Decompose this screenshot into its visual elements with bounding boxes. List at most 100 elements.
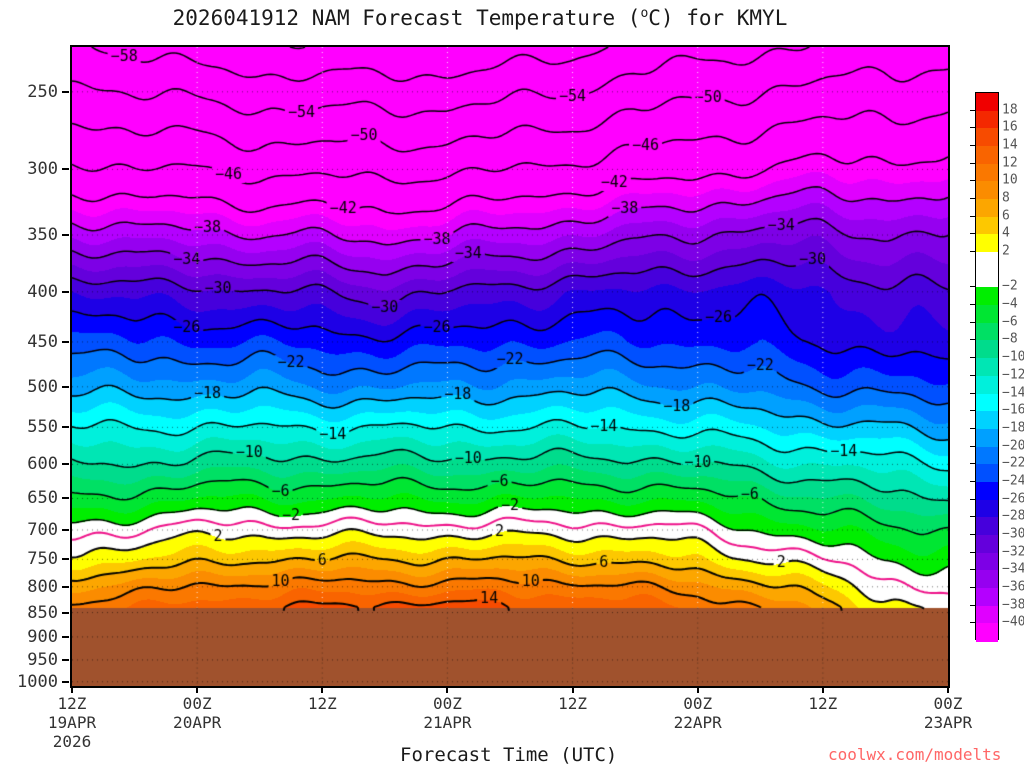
colorbar-segment-10	[976, 163, 998, 182]
title-suffix: C) for KMYL	[648, 6, 788, 30]
colorbar-segment--32	[976, 534, 998, 554]
colorbar-tickmark--34	[970, 569, 975, 571]
colorbar-tick--18: −18	[1002, 420, 1024, 436]
y-axis-tickmark-750	[62, 558, 69, 561]
colorbar-tick--38: −38	[1002, 597, 1024, 613]
colorbar-tickmark-8	[970, 198, 975, 200]
colorbar-tickmark--30	[970, 533, 975, 535]
watermark: coolwx.com/modelts	[828, 745, 1002, 764]
y-axis-tick-800: 800	[27, 576, 58, 597]
x-axis-tickmark-0	[71, 686, 73, 693]
colorbar-tick--8: −8	[1002, 331, 1018, 347]
colorbar-tick--36: −36	[1002, 579, 1024, 595]
colorbar-tick--24: −24	[1002, 473, 1024, 489]
y-axis-tickmark-550	[62, 426, 69, 429]
colorbar-tickmark--18	[970, 427, 975, 429]
colorbar-tickmark-6	[970, 215, 975, 217]
y-axis-tick-700: 700	[27, 519, 58, 540]
colorbar-tick--22: −22	[1002, 455, 1024, 471]
colorbar-tickmark-4	[970, 233, 975, 235]
colorbar-segment--40	[976, 605, 998, 624]
colorbar-segment-18	[976, 93, 998, 112]
colorbar-tick--34: −34	[1002, 561, 1024, 577]
y-axis-tick-250: 250	[27, 81, 58, 102]
colorbar-segment--4	[976, 287, 998, 306]
y-axis-tick-500: 500	[27, 376, 58, 397]
colorbar-segment--20	[976, 428, 998, 448]
colorbar-tick-10: 10	[1002, 172, 1018, 188]
colorbar-tickmark-14	[970, 145, 975, 147]
colorbar-tickmark-10	[970, 180, 975, 182]
colorbar-segment--22	[976, 446, 998, 465]
y-axis-tickmark-400	[62, 290, 69, 293]
x-axis-tick-7: 00Z 23APR	[923, 694, 973, 732]
colorbar-tickmark--32	[970, 551, 975, 553]
colorbar-segment--24	[976, 464, 998, 483]
colorbar-segment--42	[976, 623, 998, 642]
y-axis-tickmark-950	[62, 658, 69, 661]
y-axis-tick-650: 650	[27, 488, 58, 509]
y-axis-tickmark-700	[62, 528, 69, 531]
y-axis-tickmark-650	[62, 497, 69, 500]
y-axis-tickmark-1000	[62, 680, 69, 683]
contour-lines-canvas	[72, 47, 948, 686]
colorbar-tickmark--4	[970, 304, 975, 306]
page-title: 2026041912 NAM Forecast Temperature (oC)…	[0, 6, 960, 30]
colorbar-segment--36	[976, 570, 998, 589]
colorbar-segment--10	[976, 340, 998, 359]
colorbar-tick--6: −6	[1002, 314, 1018, 330]
colorbar-tick-12: 12	[1002, 155, 1018, 171]
colorbar-tickmark-18	[970, 109, 975, 111]
colorbar-tickmark--26	[970, 498, 975, 500]
y-axis-tickmark-800	[62, 585, 69, 588]
colorbar-segment-8	[976, 181, 998, 200]
colorbar-segment-0	[976, 252, 998, 271]
colorbar-tick-18: 18	[1002, 102, 1018, 118]
colorbar-tickmark--10	[970, 357, 975, 359]
colorbar-segment--34	[976, 552, 998, 571]
x-axis-tickmark-7	[947, 686, 949, 693]
y-axis-tickmark-350	[62, 234, 69, 237]
y-axis-tick-1000: 1000	[17, 671, 58, 692]
colorbar-tick--26: −26	[1002, 491, 1024, 507]
colorbar-tick--10: −10	[1002, 349, 1024, 365]
colorbar-tickmark--20	[970, 445, 975, 447]
colorbar-tickmark--2	[970, 286, 975, 288]
colorbar-tick--32: −32	[1002, 544, 1024, 560]
y-axis-tickmark-900	[62, 635, 69, 638]
y-axis-tick-600: 600	[27, 454, 58, 475]
colorbar-tick-6: 6	[1002, 208, 1010, 224]
x-axis-tickmark-4	[571, 686, 574, 693]
colorbar-segment--8	[976, 322, 998, 342]
colorbar-segment-12	[976, 146, 998, 165]
y-axis-tickmark-300	[62, 168, 69, 171]
colorbar-segment--30	[976, 517, 998, 536]
colorbar-tick-14: 14	[1002, 137, 1018, 153]
title-prefix: 2026041912 NAM Forecast Temperature (	[172, 6, 641, 30]
colorbar-segment--16	[976, 393, 998, 412]
colorbar-segment-16	[976, 110, 998, 129]
colorbar-tickmark--28	[970, 516, 975, 518]
colorbar-tick--4: −4	[1002, 296, 1018, 312]
colorbar-segment--12	[976, 358, 998, 377]
y-axis-tick-450: 450	[27, 331, 58, 352]
colorbar-tick--2: −2	[1002, 278, 1018, 294]
colorbar-tickmark--16	[970, 410, 975, 412]
y-axis-tick-400: 400	[27, 281, 58, 302]
x-axis-tickmark-3	[446, 686, 449, 693]
colorbar-tickmark--24	[970, 480, 975, 482]
colorbar-tickmark--8	[970, 339, 975, 341]
x-axis-title: Forecast Time (UTC)	[400, 744, 618, 766]
colorbar-segment--38	[976, 587, 998, 607]
colorbar-tickmark--38	[970, 604, 975, 606]
colorbar-tickmark--22	[970, 463, 975, 465]
y-axis-tick-950: 950	[27, 649, 58, 670]
colorbar-segment--6	[976, 305, 998, 324]
x-axis-tick-6: 12Z	[808, 694, 838, 713]
y-axis-tick-550: 550	[27, 417, 58, 438]
x-axis-tick-2: 12Z	[307, 694, 337, 713]
colorbar-tickmark--40	[970, 622, 975, 624]
colorbar-tick--12: −12	[1002, 367, 1024, 383]
y-axis-tick-850: 850	[27, 602, 58, 623]
colorbar	[975, 92, 999, 642]
